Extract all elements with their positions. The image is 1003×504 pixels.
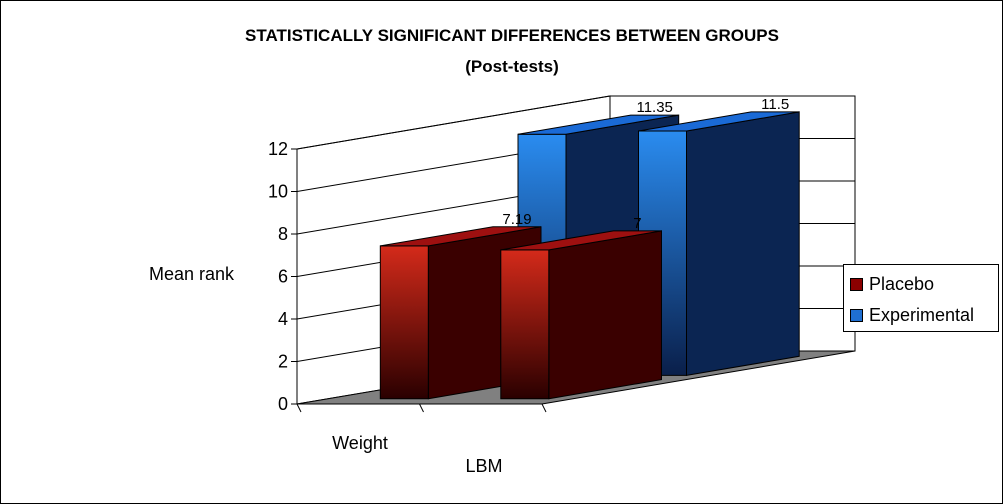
bar-top-face <box>500 230 662 251</box>
chart-subtitle: (Post-tests) <box>465 57 559 76</box>
data-label: 7 <box>633 215 641 232</box>
bar-top-face <box>380 226 542 247</box>
y-tick-label: 12 <box>268 139 288 159</box>
bar-placebo-lbm <box>500 230 662 400</box>
y-tick-label: 6 <box>278 267 288 287</box>
y-axis-ticks: 0 2 4 6 8 10 12 <box>268 139 547 414</box>
bar-side-face <box>548 230 662 400</box>
chart-bars <box>379 111 800 400</box>
y-tick-label: 0 <box>278 394 288 414</box>
legend: Placebo Experimental <box>843 264 999 332</box>
gridline <box>296 95 855 150</box>
chart-labels: Weight LBM 11.35 11.5 7.19 7 <box>332 96 789 476</box>
x-category-label: Weight <box>332 433 388 453</box>
bar-front-face <box>379 245 429 400</box>
legend-swatch-experimental <box>850 309 863 322</box>
legend-item-placebo: Placebo <box>850 274 934 295</box>
y-tick-label: 10 <box>268 182 288 202</box>
legend-label-experimental: Experimental <box>869 305 975 325</box>
bar-top-face <box>517 114 679 135</box>
legend-item-experimental: Experimental <box>850 305 974 326</box>
y-tick-label: 2 <box>278 352 288 372</box>
x-tick-mark <box>541 403 547 413</box>
legend-swatch-placebo <box>850 278 863 291</box>
bar-top-face <box>638 111 800 132</box>
data-label: 7.19 <box>502 211 531 228</box>
bar-side-face <box>686 111 800 376</box>
y-tick-label: 8 <box>278 224 288 244</box>
data-label: 11.5 <box>761 96 789 113</box>
bar-front-face <box>500 249 550 400</box>
x-tick-mark <box>419 403 424 413</box>
x-tick-mark <box>296 403 302 413</box>
data-label: 11.35 <box>636 99 672 116</box>
y-axis-label: Mean rank <box>149 264 235 284</box>
x-category-label: LBM <box>465 456 502 476</box>
y-tick-label: 4 <box>278 309 288 329</box>
chart-title: STATISTICALLY SIGNIFICANT DIFFERENCES BE… <box>245 26 779 45</box>
legend-label-placebo: Placebo <box>869 274 935 294</box>
bar-experimental-lbm <box>638 111 800 376</box>
